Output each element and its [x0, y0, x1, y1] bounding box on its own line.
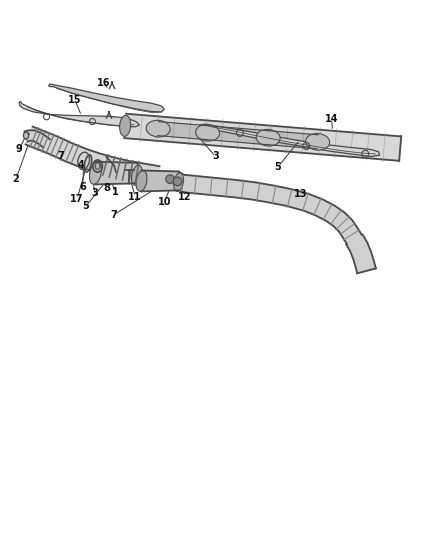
Polygon shape	[49, 84, 164, 112]
Polygon shape	[346, 235, 376, 273]
Polygon shape	[268, 131, 318, 149]
Text: 16: 16	[96, 78, 110, 88]
Text: 3: 3	[212, 151, 219, 161]
Text: 10: 10	[158, 197, 171, 207]
Text: 17: 17	[71, 194, 84, 204]
Polygon shape	[199, 124, 380, 157]
Polygon shape	[158, 122, 208, 140]
Text: 9: 9	[16, 144, 22, 155]
Text: 8: 8	[103, 183, 110, 193]
Text: 5: 5	[82, 201, 89, 211]
Text: 1: 1	[112, 187, 118, 197]
Text: 5: 5	[275, 162, 281, 172]
Ellipse shape	[120, 116, 131, 136]
Ellipse shape	[131, 165, 142, 185]
Polygon shape	[25, 130, 50, 148]
Ellipse shape	[23, 132, 28, 139]
Text: 7: 7	[57, 151, 64, 161]
Circle shape	[173, 177, 182, 185]
Ellipse shape	[306, 133, 330, 150]
Polygon shape	[141, 171, 179, 191]
Polygon shape	[124, 114, 401, 161]
Text: 15: 15	[68, 95, 81, 104]
Text: 14: 14	[325, 114, 339, 124]
Text: 2: 2	[13, 174, 19, 184]
Polygon shape	[207, 126, 269, 144]
Text: 4: 4	[78, 160, 85, 170]
Ellipse shape	[136, 171, 147, 191]
Polygon shape	[25, 127, 159, 185]
Text: 7: 7	[110, 210, 117, 220]
Text: 11: 11	[128, 192, 142, 201]
Text: 13: 13	[294, 189, 308, 199]
Ellipse shape	[89, 162, 102, 184]
Ellipse shape	[146, 120, 170, 137]
Text: 3: 3	[91, 188, 98, 198]
Text: 12: 12	[178, 192, 192, 201]
Polygon shape	[137, 163, 141, 191]
Ellipse shape	[196, 124, 219, 141]
Polygon shape	[95, 161, 137, 184]
Polygon shape	[183, 175, 362, 244]
Ellipse shape	[174, 173, 184, 191]
Circle shape	[166, 175, 174, 183]
Polygon shape	[19, 101, 140, 127]
Ellipse shape	[256, 130, 280, 146]
Text: 6: 6	[79, 182, 86, 192]
